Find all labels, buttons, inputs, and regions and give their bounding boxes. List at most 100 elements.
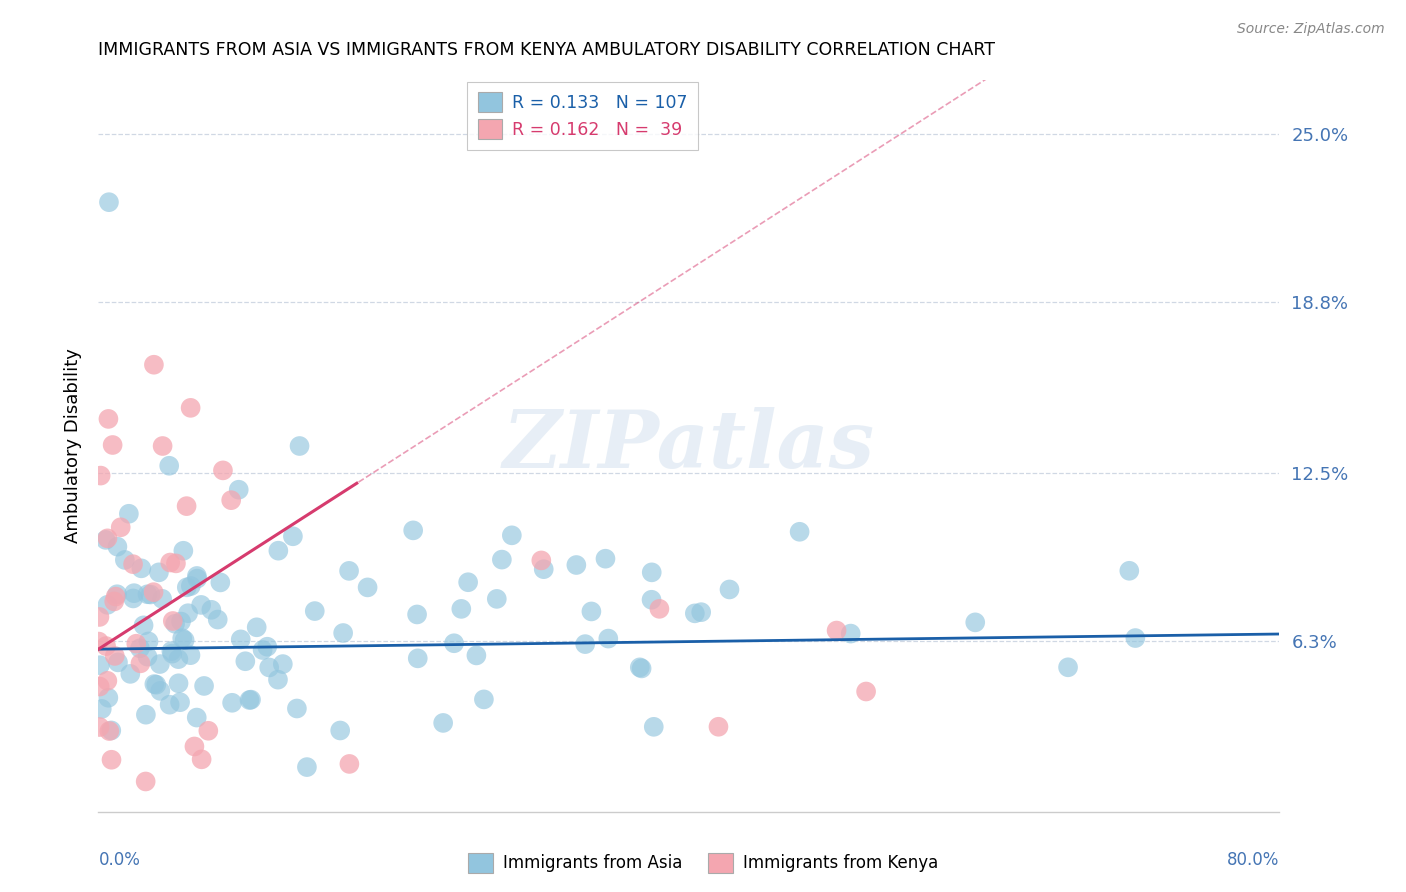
Text: ZIPatlas: ZIPatlas: [503, 408, 875, 484]
Point: [190, 598, 212, 612]
Point: [186, 710, 208, 724]
Point: [257, 660, 280, 674]
Text: IMMIGRANTS FROM ASIA VS IMMIGRANTS FROM KENYA AMBULATORY DISABILITY CORRELATION : IMMIGRANTS FROM ASIA VS IMMIGRANTS FROM …: [98, 41, 995, 59]
Point: [148, 566, 170, 580]
Point: [149, 657, 172, 671]
Point: [89, 658, 111, 673]
Point: [238, 693, 260, 707]
Point: [789, 524, 811, 539]
Legend: Immigrants from Asia, Immigrants from Kenya: Immigrants from Asia, Immigrants from Ke…: [461, 847, 945, 880]
Point: [177, 606, 200, 620]
Point: [240, 692, 263, 706]
Point: [138, 634, 160, 648]
Point: [180, 579, 202, 593]
Point: [304, 604, 326, 618]
Point: [97, 690, 120, 705]
Point: [965, 615, 987, 630]
Point: [107, 656, 129, 670]
Text: 0.0%: 0.0%: [98, 851, 141, 869]
Point: [98, 724, 121, 739]
Point: [125, 637, 148, 651]
Point: [465, 648, 488, 663]
Point: [167, 676, 190, 690]
Point: [443, 636, 465, 650]
Point: [855, 684, 877, 698]
Point: [491, 552, 513, 566]
Point: [246, 620, 269, 634]
Point: [718, 582, 741, 597]
Point: [288, 439, 311, 453]
Point: [640, 592, 662, 607]
Point: [707, 720, 730, 734]
Point: [100, 723, 122, 738]
Point: [96, 598, 118, 612]
Point: [145, 678, 167, 692]
Point: [122, 586, 145, 600]
Point: [149, 684, 172, 698]
Point: [173, 633, 195, 648]
Point: [190, 752, 212, 766]
Point: [485, 591, 508, 606]
Point: [581, 604, 603, 618]
Point: [186, 572, 208, 586]
Point: [501, 528, 523, 542]
Point: [114, 553, 136, 567]
Point: [233, 654, 256, 668]
Point: [179, 648, 201, 663]
Point: [90, 702, 112, 716]
Point: [339, 756, 361, 771]
Point: [142, 585, 165, 599]
Point: [193, 679, 215, 693]
Point: [267, 543, 290, 558]
Point: [96, 532, 118, 546]
Point: [271, 657, 294, 671]
Point: [120, 666, 142, 681]
Point: [170, 615, 193, 629]
Point: [131, 561, 153, 575]
Point: [252, 643, 274, 657]
Point: [89, 720, 111, 734]
Point: [159, 556, 181, 570]
Point: [212, 463, 235, 477]
Point: [267, 673, 290, 687]
Point: [97, 412, 120, 426]
Point: [129, 641, 152, 656]
Point: [574, 637, 596, 651]
Point: [103, 594, 125, 608]
Point: [162, 614, 184, 628]
Point: [94, 639, 117, 653]
Point: [152, 439, 174, 453]
Point: [457, 575, 479, 590]
Point: [228, 483, 250, 497]
Point: [142, 358, 165, 372]
Point: [169, 695, 191, 709]
Point: [165, 557, 187, 571]
Point: [136, 649, 159, 664]
Point: [332, 626, 354, 640]
Point: [105, 587, 128, 601]
Point: [87, 634, 110, 648]
Point: [595, 551, 617, 566]
Point: [641, 566, 664, 580]
Point: [533, 562, 555, 576]
Point: [135, 707, 157, 722]
Point: [565, 558, 588, 572]
Point: [98, 195, 121, 210]
Point: [104, 648, 127, 663]
Point: [197, 723, 219, 738]
Point: [139, 587, 162, 601]
Point: [209, 575, 232, 590]
Point: [176, 499, 198, 513]
Point: [89, 680, 111, 694]
Point: [186, 569, 208, 583]
Point: [219, 493, 242, 508]
Point: [229, 632, 252, 647]
Point: [628, 660, 651, 674]
Point: [96, 673, 118, 688]
Point: [101, 438, 124, 452]
Point: [1125, 631, 1147, 645]
Point: [530, 553, 553, 567]
Point: [683, 607, 706, 621]
Point: [135, 774, 157, 789]
Point: [136, 587, 159, 601]
